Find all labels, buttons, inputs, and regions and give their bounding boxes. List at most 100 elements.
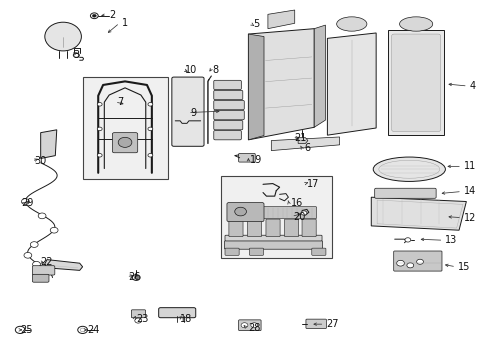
Polygon shape: [41, 130, 57, 158]
Circle shape: [30, 242, 38, 247]
FancyBboxPatch shape: [238, 320, 261, 330]
Circle shape: [38, 213, 46, 219]
Text: 2: 2: [109, 10, 115, 20]
Text: 16: 16: [290, 198, 303, 208]
Text: 19: 19: [250, 155, 262, 165]
FancyBboxPatch shape: [224, 248, 239, 255]
Polygon shape: [44, 260, 82, 270]
Circle shape: [148, 103, 153, 106]
Text: 12: 12: [463, 213, 475, 222]
Circle shape: [97, 103, 102, 106]
FancyBboxPatch shape: [393, 251, 441, 271]
Text: 8: 8: [212, 64, 219, 75]
Circle shape: [396, 260, 404, 266]
Text: 18: 18: [180, 314, 192, 324]
FancyBboxPatch shape: [265, 219, 280, 237]
FancyBboxPatch shape: [228, 219, 243, 237]
FancyBboxPatch shape: [311, 248, 325, 255]
Polygon shape: [327, 33, 375, 135]
Circle shape: [135, 318, 142, 323]
Polygon shape: [298, 138, 307, 143]
Circle shape: [301, 211, 306, 215]
Circle shape: [78, 326, 87, 333]
Polygon shape: [314, 25, 325, 127]
Circle shape: [416, 259, 423, 264]
Circle shape: [132, 275, 140, 280]
FancyBboxPatch shape: [213, 100, 244, 110]
Text: 4: 4: [469, 81, 475, 91]
FancyBboxPatch shape: [302, 219, 316, 237]
FancyBboxPatch shape: [305, 319, 326, 328]
FancyBboxPatch shape: [284, 219, 298, 237]
Bar: [82, 77, 167, 179]
Circle shape: [406, 263, 413, 268]
Text: 11: 11: [463, 161, 475, 171]
Text: 30: 30: [34, 156, 46, 166]
Circle shape: [33, 261, 41, 267]
Ellipse shape: [45, 22, 81, 51]
FancyBboxPatch shape: [213, 111, 244, 120]
FancyBboxPatch shape: [112, 133, 138, 153]
Polygon shape: [271, 137, 339, 150]
FancyBboxPatch shape: [213, 90, 243, 100]
Text: 29: 29: [21, 198, 34, 208]
Text: 23: 23: [136, 314, 148, 324]
Circle shape: [234, 207, 246, 216]
Polygon shape: [248, 29, 314, 140]
FancyBboxPatch shape: [213, 121, 243, 130]
FancyBboxPatch shape: [226, 203, 264, 222]
FancyBboxPatch shape: [213, 131, 241, 140]
Text: 14: 14: [463, 186, 475, 197]
Text: 5: 5: [253, 19, 259, 29]
FancyBboxPatch shape: [224, 240, 322, 249]
Text: 7: 7: [117, 97, 123, 107]
Circle shape: [90, 13, 98, 19]
FancyBboxPatch shape: [238, 153, 255, 162]
Text: 1: 1: [122, 18, 127, 28]
Circle shape: [92, 14, 96, 17]
Text: 27: 27: [326, 319, 338, 329]
Text: 3: 3: [73, 50, 79, 60]
FancyBboxPatch shape: [374, 188, 435, 198]
Text: 15: 15: [457, 262, 469, 272]
Circle shape: [24, 252, 32, 258]
Text: 20: 20: [293, 212, 305, 221]
Ellipse shape: [336, 17, 366, 31]
FancyBboxPatch shape: [131, 310, 145, 318]
FancyBboxPatch shape: [247, 219, 261, 237]
Text: 22: 22: [41, 257, 53, 267]
Text: 21: 21: [294, 133, 306, 143]
Circle shape: [21, 199, 29, 204]
FancyBboxPatch shape: [391, 34, 440, 132]
FancyBboxPatch shape: [224, 235, 322, 241]
Polygon shape: [248, 34, 264, 140]
FancyBboxPatch shape: [249, 248, 263, 255]
Circle shape: [118, 137, 132, 147]
Circle shape: [250, 323, 257, 328]
Ellipse shape: [399, 17, 432, 31]
Circle shape: [148, 127, 153, 131]
Text: 10: 10: [184, 64, 197, 75]
Text: 28: 28: [248, 323, 260, 333]
Text: 6: 6: [304, 143, 309, 153]
Ellipse shape: [372, 157, 445, 181]
Text: 24: 24: [87, 325, 100, 335]
FancyBboxPatch shape: [213, 80, 241, 90]
FancyBboxPatch shape: [262, 207, 316, 219]
Text: 9: 9: [189, 108, 196, 118]
Polygon shape: [387, 31, 444, 135]
FancyBboxPatch shape: [158, 308, 195, 318]
Polygon shape: [370, 197, 466, 230]
Circle shape: [134, 276, 138, 279]
Circle shape: [148, 153, 153, 157]
Circle shape: [50, 227, 58, 233]
FancyBboxPatch shape: [32, 274, 49, 282]
Circle shape: [404, 238, 410, 242]
Circle shape: [241, 323, 247, 328]
Circle shape: [15, 326, 25, 333]
Bar: [221, 176, 331, 258]
FancyBboxPatch shape: [171, 77, 203, 146]
Circle shape: [73, 53, 79, 57]
Text: 26: 26: [128, 272, 141, 282]
Circle shape: [97, 127, 102, 131]
